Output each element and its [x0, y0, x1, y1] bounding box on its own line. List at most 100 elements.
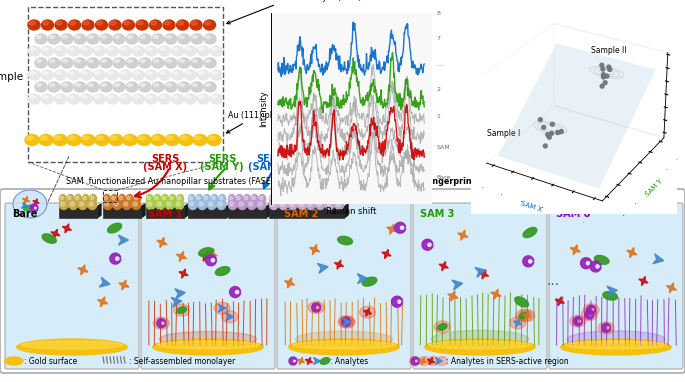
Polygon shape — [387, 224, 397, 234]
Ellipse shape — [271, 202, 275, 206]
Ellipse shape — [82, 20, 94, 30]
Polygon shape — [177, 251, 186, 262]
Polygon shape — [475, 267, 486, 277]
Ellipse shape — [204, 196, 208, 200]
Ellipse shape — [36, 84, 42, 86]
Ellipse shape — [519, 312, 529, 319]
Ellipse shape — [192, 60, 197, 63]
Ellipse shape — [132, 46, 145, 56]
Ellipse shape — [158, 46, 171, 56]
Ellipse shape — [123, 20, 134, 30]
Polygon shape — [157, 319, 166, 328]
Ellipse shape — [153, 136, 160, 140]
Ellipse shape — [184, 70, 197, 80]
Ellipse shape — [145, 94, 158, 104]
Text: SAM 2: SAM 2 — [284, 209, 319, 219]
Ellipse shape — [434, 321, 450, 333]
Ellipse shape — [56, 47, 61, 50]
Ellipse shape — [147, 194, 153, 204]
Ellipse shape — [104, 196, 108, 200]
Polygon shape — [382, 249, 391, 259]
Ellipse shape — [123, 202, 128, 206]
Ellipse shape — [55, 136, 62, 140]
Ellipse shape — [208, 136, 216, 140]
Ellipse shape — [519, 309, 535, 322]
Ellipse shape — [178, 34, 190, 44]
Ellipse shape — [56, 96, 61, 99]
Ellipse shape — [151, 21, 156, 25]
Ellipse shape — [60, 196, 64, 200]
Ellipse shape — [82, 71, 87, 74]
Ellipse shape — [134, 47, 139, 50]
Ellipse shape — [335, 201, 343, 209]
Ellipse shape — [257, 201, 266, 209]
Ellipse shape — [166, 201, 174, 209]
Ellipse shape — [156, 201, 164, 209]
Ellipse shape — [603, 292, 618, 300]
Ellipse shape — [100, 82, 112, 92]
Ellipse shape — [191, 34, 203, 44]
Ellipse shape — [260, 196, 263, 200]
Ellipse shape — [108, 223, 122, 233]
Ellipse shape — [61, 58, 73, 68]
FancyBboxPatch shape — [228, 207, 266, 218]
Ellipse shape — [134, 194, 140, 204]
Polygon shape — [653, 254, 664, 264]
Ellipse shape — [515, 297, 529, 307]
Y-axis label: Intensity: Intensity — [259, 91, 268, 127]
Ellipse shape — [567, 331, 664, 347]
Ellipse shape — [67, 134, 81, 146]
Polygon shape — [436, 358, 443, 364]
Ellipse shape — [157, 202, 162, 206]
Ellipse shape — [111, 194, 118, 204]
Ellipse shape — [132, 94, 145, 104]
Ellipse shape — [48, 58, 60, 68]
Polygon shape — [573, 317, 582, 326]
Polygon shape — [411, 357, 419, 365]
Ellipse shape — [110, 21, 116, 25]
X-axis label: Raman shift: Raman shift — [326, 207, 376, 216]
Ellipse shape — [199, 202, 203, 206]
Polygon shape — [491, 289, 501, 299]
Text: ....: .... — [436, 62, 445, 68]
Ellipse shape — [163, 20, 175, 30]
Ellipse shape — [153, 84, 158, 86]
Text: SERS: SERS — [208, 154, 236, 164]
Ellipse shape — [329, 194, 336, 204]
Ellipse shape — [153, 317, 169, 329]
Ellipse shape — [93, 46, 105, 56]
Ellipse shape — [62, 84, 68, 86]
FancyBboxPatch shape — [413, 203, 547, 369]
Polygon shape — [307, 204, 311, 218]
Text: Self-assembled monolayer (SAM): Self-assembled monolayer (SAM) — [227, 0, 362, 24]
FancyBboxPatch shape — [59, 207, 97, 218]
Polygon shape — [306, 357, 312, 365]
Ellipse shape — [29, 21, 35, 25]
Ellipse shape — [147, 96, 152, 99]
Ellipse shape — [219, 194, 225, 204]
Ellipse shape — [289, 339, 399, 355]
Ellipse shape — [565, 341, 667, 349]
Ellipse shape — [239, 202, 243, 206]
Ellipse shape — [186, 71, 191, 74]
Ellipse shape — [179, 84, 184, 86]
Polygon shape — [229, 286, 240, 298]
Ellipse shape — [61, 82, 73, 92]
Ellipse shape — [56, 21, 62, 25]
Polygon shape — [523, 311, 531, 320]
Ellipse shape — [191, 58, 203, 68]
Ellipse shape — [293, 196, 297, 200]
Text: SERS: SERS — [256, 154, 284, 164]
Ellipse shape — [97, 136, 103, 140]
Ellipse shape — [151, 134, 165, 146]
Ellipse shape — [290, 202, 294, 206]
Ellipse shape — [229, 201, 237, 209]
Ellipse shape — [249, 202, 253, 206]
Ellipse shape — [236, 194, 242, 204]
Ellipse shape — [360, 306, 375, 318]
Polygon shape — [171, 297, 182, 307]
Ellipse shape — [251, 194, 258, 204]
Ellipse shape — [259, 194, 266, 204]
Ellipse shape — [211, 194, 218, 204]
Ellipse shape — [25, 134, 39, 146]
